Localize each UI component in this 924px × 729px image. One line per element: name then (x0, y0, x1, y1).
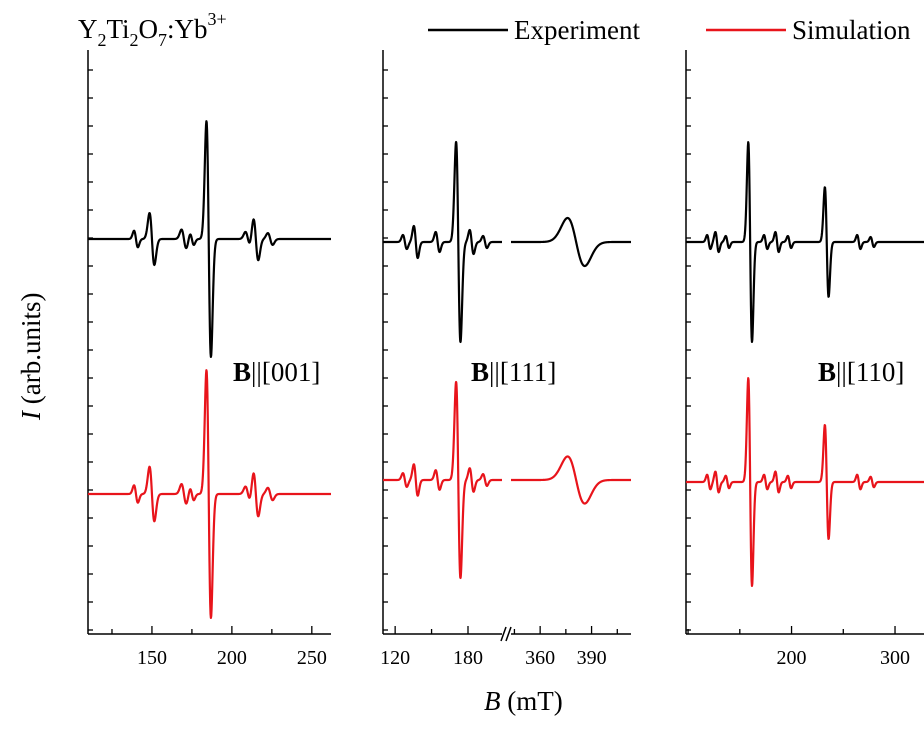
simulation-trace (382, 380, 503, 580)
orientation-label-111: B||[111] (471, 357, 556, 387)
x-tick-label: 360 (525, 647, 555, 669)
experiment-trace (685, 141, 924, 343)
simulation-trace (685, 377, 924, 587)
x-tick-label: 200 (777, 647, 807, 669)
legend-label-experiment: Experiment (514, 15, 640, 45)
experiment-trace (87, 120, 332, 359)
x-tick-label: 200 (217, 647, 247, 669)
x-tick-label: 150 (137, 647, 167, 669)
axis-break-mark-1 (500, 626, 507, 642)
experiment-trace (382, 140, 503, 344)
experiment-trace (510, 216, 632, 268)
panel-110: 200 300 (685, 50, 924, 669)
x-tick-label: 250 (297, 647, 327, 669)
sample-label: Y2Ti2O7:Yb3+ (78, 9, 227, 50)
axis-break-mark-2 (505, 626, 512, 642)
x-tick-label: 300 (880, 647, 910, 669)
panel-111: 120 180 360 390 (380, 50, 632, 669)
legend-label-simulation: Simulation (792, 15, 911, 45)
x-axis-label: B (mT) (484, 686, 563, 716)
simulation-trace (510, 455, 632, 505)
simulation-trace (87, 369, 332, 620)
panel-001: 150 200 250 (87, 50, 332, 669)
orientation-label-001: B||[001] (233, 357, 320, 387)
y-axis-label: I (arb.units) (16, 293, 46, 421)
x-tick-label: 390 (577, 647, 607, 669)
orientation-label-110: B||[110] (818, 357, 904, 387)
x-tick-label: 180 (453, 647, 483, 669)
x-tick-label: 120 (380, 647, 410, 669)
